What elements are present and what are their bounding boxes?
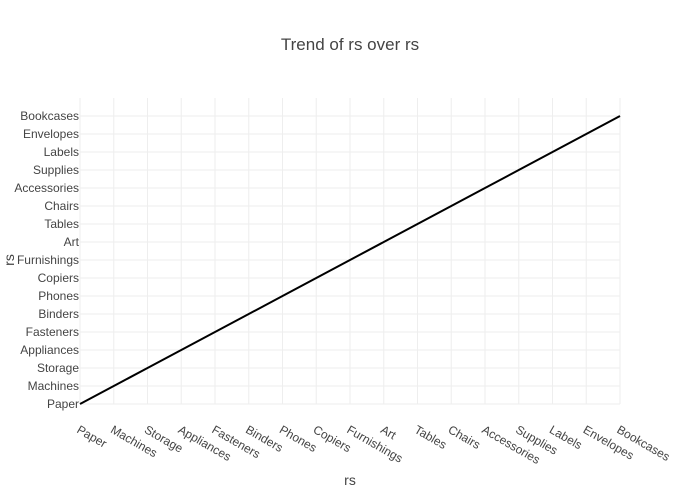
y-tick-label: Appliances [20, 343, 79, 357]
y-tick-label: Envelopes [23, 127, 79, 141]
x-axis-label: rs [344, 472, 356, 488]
series-line [79, 115, 621, 405]
grid [79, 98, 621, 405]
x-tick-label: Art [378, 422, 399, 442]
y-tick-label: Paper [47, 397, 79, 411]
y-tick-label: Tables [44, 217, 79, 231]
x-tick-label: Chairs [446, 422, 483, 451]
x-tick-label: Tables [412, 422, 449, 451]
y-tick-label: Machines [28, 379, 79, 393]
y-axis-label: rs [1, 254, 17, 266]
y-tick-label: Chairs [44, 199, 79, 213]
y-tick-label: Art [64, 235, 80, 249]
y-tick-label: Labels [44, 145, 79, 159]
y-tick-label: Supplies [33, 163, 79, 177]
chart-title: Trend of rs over rs [281, 35, 419, 54]
y-tick-label: Storage [37, 361, 79, 375]
y-tick-label: Binders [38, 307, 79, 321]
plot-area [79, 115, 621, 405]
y-tick-label: Fasteners [26, 325, 79, 339]
y-tick-label: Accessories [14, 181, 79, 195]
y-tick-label: Bookcases [20, 109, 79, 123]
x-tick-label: Phones [277, 422, 319, 454]
x-tick-label: Paper [75, 422, 110, 450]
y-tick-label: Furnishings [17, 253, 79, 267]
y-axis-ticks: Paper Machines Storage Appliances Fasteners B… [14, 109, 79, 411]
y-tick-label: Phones [38, 289, 79, 303]
x-tick-label: Copiers [311, 422, 354, 455]
y-tick-label: Copiers [38, 271, 79, 285]
x-axis-ticks: Paper MachinesStorageAppliancesFastenersB… [75, 422, 673, 466]
